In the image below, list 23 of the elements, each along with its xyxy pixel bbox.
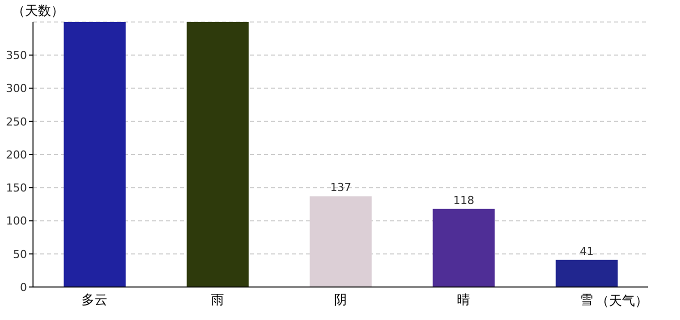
data-label: 41	[580, 244, 594, 258]
x-tick-label: 阴	[334, 293, 347, 308]
bar	[186, 22, 249, 287]
y-tick-label: 50	[13, 248, 27, 261]
bar	[556, 260, 618, 287]
x-axis-title: （天气）	[596, 293, 648, 310]
y-tick-label: 200	[6, 148, 27, 162]
bar	[64, 22, 126, 287]
x-tick-label: 雨	[211, 293, 224, 308]
bar	[432, 208, 495, 287]
y-axis-title: （天数）	[12, 3, 64, 20]
y-tick-label: 150	[6, 182, 27, 195]
data-label: 137	[330, 181, 352, 194]
y-tick-label: 0	[20, 280, 27, 294]
y-tick-label: 300	[6, 82, 27, 96]
y-tick-label: 100	[6, 214, 27, 228]
data-label: 118	[453, 194, 474, 207]
y-tick-label: 250	[6, 115, 27, 128]
bar	[310, 196, 372, 287]
x-tick-label: 晴	[457, 293, 470, 308]
x-tick-label: 雪	[580, 293, 593, 308]
y-tick-label: 350	[6, 49, 27, 62]
x-tick-label: 多云	[82, 293, 108, 308]
